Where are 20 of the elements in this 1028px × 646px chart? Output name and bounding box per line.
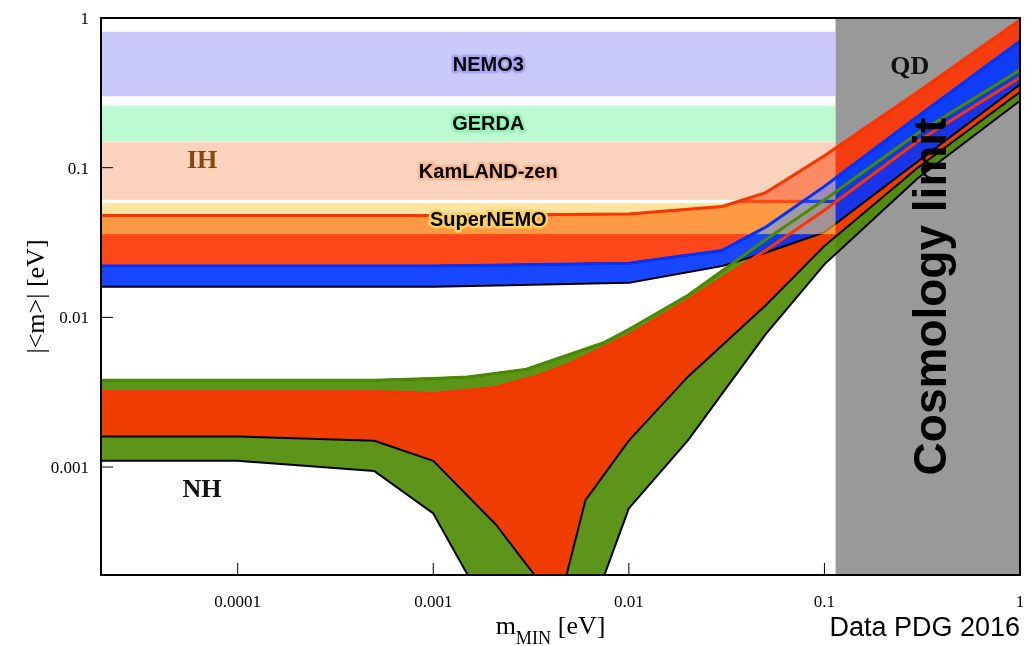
y-tick-label: 1 <box>80 9 89 28</box>
annotation: IH <box>186 145 218 175</box>
annotation: NH <box>182 474 222 504</box>
band-label: SuperNEMO <box>429 207 547 230</box>
band-label: GERDA <box>452 112 525 135</box>
x-tick-label: 0.001 <box>414 592 453 611</box>
band-label: Cosmology limit <box>903 117 956 476</box>
x-tick-label: 1 <box>1015 592 1025 611</box>
x-tick-label: 0.01 <box>613 592 644 611</box>
y-axis-title: |<m>| [eV] <box>21 239 50 354</box>
y-tick-label: 0.01 <box>59 308 89 328</box>
annotation: QD <box>890 50 930 80</box>
y-tick-label: 0.1 <box>67 158 89 178</box>
x-tick-label: 0.1 <box>813 592 836 611</box>
band-label: KamLAND-zen <box>418 159 558 182</box>
x-axis-title: m$_{MIN}$ [eV] <box>495 611 606 646</box>
y-tick-label: 0.001 <box>50 458 89 478</box>
band-label: NEMO3 <box>452 52 524 75</box>
x-tick-label: 0.0001 <box>214 592 262 611</box>
text: Data PDG 2016 <box>829 612 1020 642</box>
